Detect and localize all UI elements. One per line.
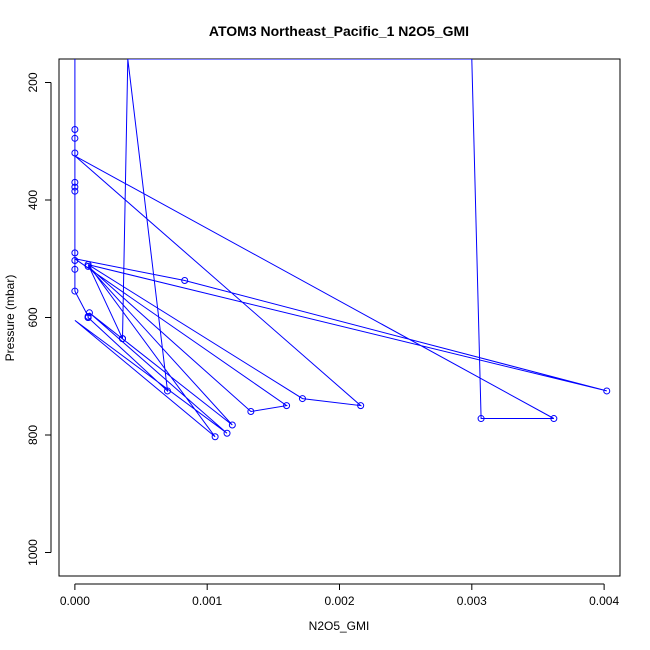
data-point [85, 309, 93, 317]
x-tick-label: 0.000 [60, 594, 90, 608]
series-layer [71, 59, 611, 441]
data-point [283, 402, 291, 410]
x-tick-label: 0.004 [589, 594, 619, 608]
data-point [163, 387, 171, 395]
data-point [550, 415, 558, 423]
y-axis: 200 400 600 800 1000 [26, 72, 52, 566]
chart-title: ATOM3 Northeast_Pacific_1 N2O5_GMI [209, 23, 469, 39]
y-tick-label: 200 [26, 72, 40, 92]
data-point [71, 287, 79, 295]
data-point [211, 433, 219, 441]
y-tick-label: 1000 [26, 539, 40, 566]
y-tick-label: 400 [26, 190, 40, 210]
data-point [603, 387, 611, 395]
data-point [298, 395, 306, 403]
data-point [71, 149, 79, 157]
series-line [74, 59, 607, 438]
x-tick-label: 0.002 [324, 594, 354, 608]
data-point [228, 421, 236, 429]
data-point [84, 314, 92, 321]
data-point [71, 249, 79, 257]
x-tick-label: 0.003 [457, 594, 487, 608]
data-point [84, 261, 92, 269]
data-point [71, 178, 79, 186]
data-point [71, 126, 79, 133]
data-point [71, 134, 79, 142]
data-point [71, 183, 79, 191]
x-axis: 0.000 0.001 0.002 0.003 0.004 [60, 583, 619, 608]
data-point [71, 187, 79, 195]
plot-frame [58, 58, 621, 577]
x-tick-label: 0.001 [192, 594, 222, 608]
data-point [71, 257, 79, 265]
x-axis-label: N2O5_GMI [309, 619, 370, 633]
data-point [477, 415, 485, 423]
data-point [181, 276, 189, 284]
data-point [247, 408, 255, 415]
data-point [357, 402, 365, 410]
y-tick-label: 800 [26, 425, 40, 445]
y-tick-label: 600 [26, 307, 40, 327]
data-point [71, 265, 79, 273]
data-point [223, 429, 231, 437]
y-axis-label: Pressure (mbar) [3, 275, 17, 362]
data-point [119, 335, 127, 343]
